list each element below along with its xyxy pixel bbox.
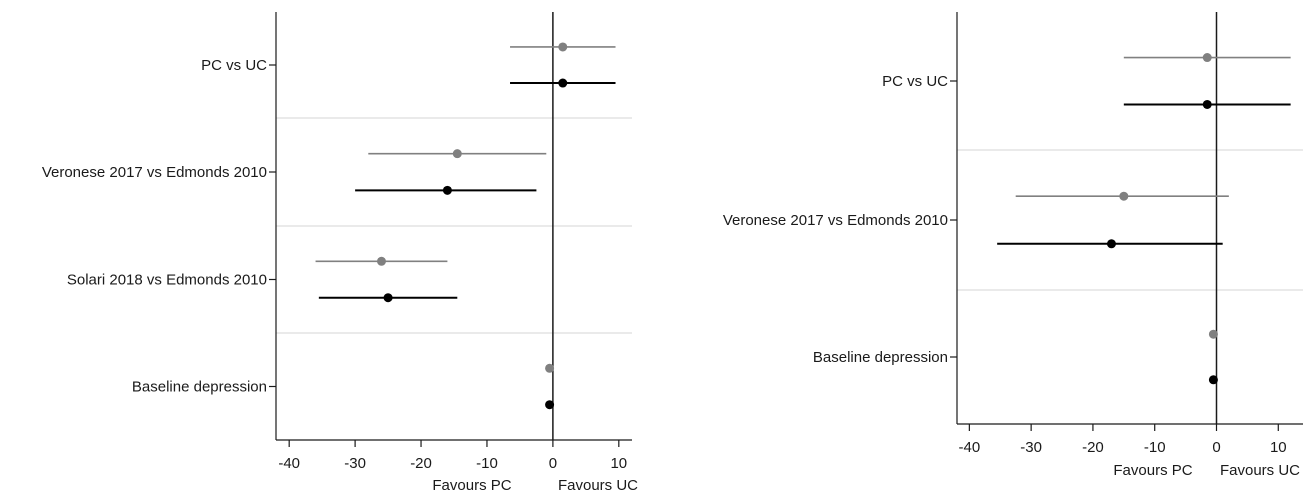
x-tick-label: -10: [476, 455, 498, 472]
point-estimate: [442, 185, 452, 195]
point-estimate: [545, 400, 555, 410]
point-estimate: [558, 78, 568, 88]
x-tick-label: 10: [610, 455, 627, 472]
point-estimate: [1208, 375, 1218, 385]
x-tick-label: -10: [1144, 439, 1166, 456]
favours-pc-label: Favours PC: [1113, 462, 1192, 479]
point-estimate: [545, 363, 555, 373]
y-tick-label: Baseline depression: [132, 379, 267, 396]
point-estimate: [1202, 53, 1212, 63]
favours-uc-label: Favours UC: [558, 477, 638, 494]
favours-uc-label: Favours UC: [1220, 462, 1300, 479]
x-tick-label: 10: [1270, 439, 1287, 456]
x-tick-label: -20: [1082, 439, 1104, 456]
x-tick-label: 0: [1212, 439, 1220, 456]
forest-plot-left: -40 -30 -20 -10 0 10 Favours PC Favours UC PC vs…: [42, 12, 638, 494]
y-tick-label: Baseline depression: [813, 349, 948, 366]
point-estimate: [1202, 99, 1212, 109]
forest-plot-right: -40 -30 -20 -10 0 10 Favours PC Favours UC PC vs…: [723, 12, 1303, 479]
favours-pc-label: Favours PC: [432, 477, 511, 494]
point-estimate: [1208, 329, 1218, 339]
x-tick-label: -30: [1020, 439, 1042, 456]
point-estimate: [1119, 191, 1129, 201]
x-tick-label: -40: [959, 439, 981, 456]
y-tick-label: Veronese 2017 vs Edmonds 2010: [42, 164, 267, 181]
point-estimate: [452, 149, 462, 159]
y-tick-label: PC vs UC: [201, 57, 267, 74]
y-tick-label: Veronese 2017 vs Edmonds 2010: [723, 212, 948, 229]
y-tick-label: PC vs UC: [882, 73, 948, 90]
x-tick-label: -30: [344, 455, 366, 472]
point-estimate: [383, 293, 393, 303]
point-estimate: [376, 256, 386, 266]
x-tick-label: 0: [549, 455, 557, 472]
point-estimate: [1106, 239, 1116, 249]
x-tick-label: -20: [410, 455, 432, 472]
point-estimate: [558, 42, 568, 52]
y-tick-label: Solari 2018 vs Edmonds 2010: [67, 272, 267, 289]
x-tick-label: -40: [278, 455, 300, 472]
